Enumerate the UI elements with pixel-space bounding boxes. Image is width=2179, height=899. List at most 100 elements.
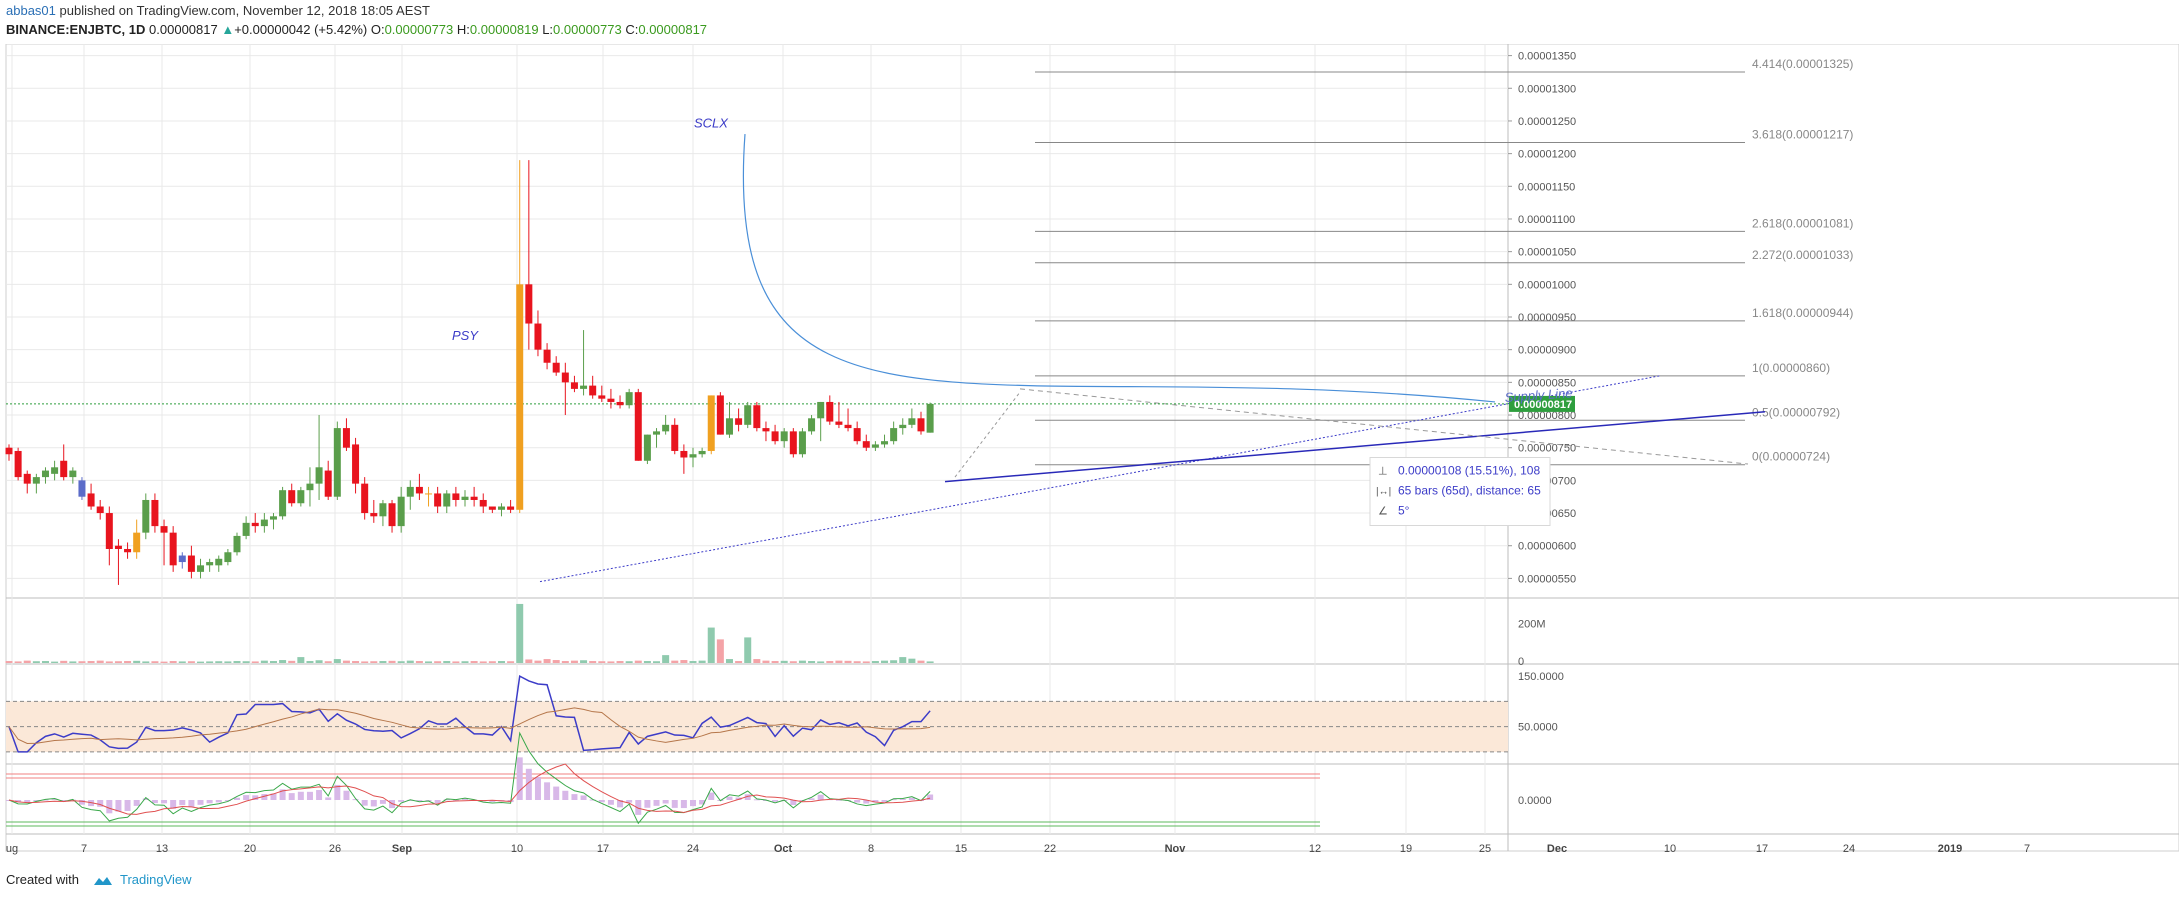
volume-bar — [616, 661, 624, 663]
volume-bar — [771, 661, 779, 663]
macd-histogram-bar — [252, 795, 259, 800]
volume-bar — [96, 660, 104, 663]
candle-body — [762, 428, 770, 432]
sclx-curve — [742, 133, 1496, 403]
author-link[interactable]: abbas01 — [6, 3, 56, 18]
macd-histogram-bar — [334, 784, 341, 800]
candle-body — [32, 477, 40, 484]
time-axis-label: 22 — [1044, 843, 1056, 855]
macd-histogram-bar — [580, 795, 587, 800]
fib-level-label: 4.414(0.00001325) — [1752, 57, 1853, 71]
measure-angle-icon: ∠ — [1378, 506, 1388, 518]
candle-body — [124, 548, 132, 553]
macd-histogram-bar — [635, 800, 642, 815]
fib-level-label: 1(0.00000860) — [1752, 361, 1830, 375]
volume-bar — [406, 660, 414, 663]
macd-histogram-bar — [243, 795, 250, 800]
macd-histogram-bar — [42, 799, 49, 801]
candle-body — [653, 431, 661, 435]
macd-histogram-bar — [124, 800, 131, 811]
rsi-ma-line — [8, 707, 931, 744]
volume-axis-label: 0 — [1518, 656, 1524, 668]
candle-body — [881, 441, 889, 445]
candle-body — [342, 428, 350, 448]
macd-histogram-bar — [425, 800, 432, 801]
macd-histogram-bar — [753, 799, 760, 801]
macd-histogram-bar — [106, 800, 113, 814]
candle-body — [543, 349, 551, 363]
volume-bar — [561, 661, 569, 663]
macd-histogram-bar — [881, 800, 888, 802]
candle-body — [844, 424, 852, 429]
volume-bar — [151, 661, 159, 663]
volume-bar — [178, 661, 186, 663]
volume-bar — [23, 660, 31, 663]
symbol-title[interactable]: BINANCE:ENJBTC, 1D — [6, 22, 146, 37]
volume-bar — [206, 661, 214, 663]
volume-bar — [598, 661, 606, 663]
volume-bar — [808, 661, 816, 663]
change-value: +0.00000042 (+5.42%) — [234, 22, 368, 37]
volume-bar — [169, 661, 177, 663]
support-trend-line — [944, 411, 1766, 483]
candle-body — [561, 372, 569, 383]
volume-bar — [32, 661, 40, 663]
candle-body — [908, 418, 916, 425]
candle-body — [379, 503, 387, 517]
volume-bar — [324, 661, 332, 663]
time-axis-label: Dec — [1547, 843, 1567, 855]
volume-bar — [260, 660, 268, 663]
candle-body — [744, 405, 752, 425]
candle-body — [890, 428, 898, 442]
macd-histogram-bar — [708, 792, 715, 800]
published-text: published on TradingView.com, November 1… — [55, 3, 431, 18]
volume-bar — [425, 661, 433, 663]
candle-body — [69, 470, 77, 478]
macd-histogram-bar — [379, 800, 386, 804]
macd-axis-label: 0.0000 — [1518, 795, 1552, 807]
volume-bar — [890, 660, 898, 663]
tradingview-logo-icon — [93, 876, 112, 885]
macd-histogram-bar — [462, 798, 468, 800]
tradingview-link[interactable]: TradingView — [120, 872, 192, 887]
volume-bar — [69, 661, 77, 663]
macd-signal-line — [8, 763, 931, 815]
macd-histogram-bar — [69, 799, 76, 801]
volume-bar — [725, 659, 733, 663]
macd-histogram-bar — [452, 799, 459, 801]
candle-body — [151, 499, 159, 527]
price-chart[interactable]: 0.000013500.000013000.000012500.00001200… — [0, 44, 2179, 864]
volume-bar — [589, 661, 597, 663]
volume-bar — [315, 660, 323, 663]
volume-bar — [625, 661, 633, 663]
candle-body — [206, 562, 214, 566]
macd-histogram-bar — [489, 800, 496, 802]
volume-bar — [570, 660, 578, 663]
candle-body — [114, 545, 122, 549]
candle-body — [187, 555, 195, 572]
candle-body — [516, 284, 524, 510]
volume-bar — [689, 661, 697, 663]
candle-body — [689, 454, 697, 458]
macd-histogram-bar — [443, 799, 450, 801]
volume-bar — [653, 661, 661, 663]
macd-histogram-bar — [316, 790, 323, 800]
change-arrow: ▲ — [221, 22, 235, 37]
volume-bar — [434, 661, 442, 663]
macd-histogram-bar — [617, 800, 624, 808]
candle-body — [233, 535, 241, 553]
candle-body — [798, 431, 806, 455]
support-dotted-line — [539, 375, 1661, 583]
price-axis-label: 0.00000550 — [1518, 573, 1576, 585]
volume-bar — [41, 661, 49, 663]
current-price-tag — [1509, 395, 1575, 412]
candle-body — [698, 450, 706, 455]
volume-bar — [716, 639, 724, 663]
candle-body — [415, 486, 423, 494]
candle-body — [461, 496, 469, 500]
fib-level-label: 2.618(0.00001081) — [1752, 216, 1853, 230]
measure-price-icon: ⊥ — [1378, 466, 1388, 478]
macd-histogram-bar — [726, 796, 733, 800]
time-axis-label: Nov — [1165, 843, 1187, 855]
macd-histogram-bar — [270, 793, 277, 800]
